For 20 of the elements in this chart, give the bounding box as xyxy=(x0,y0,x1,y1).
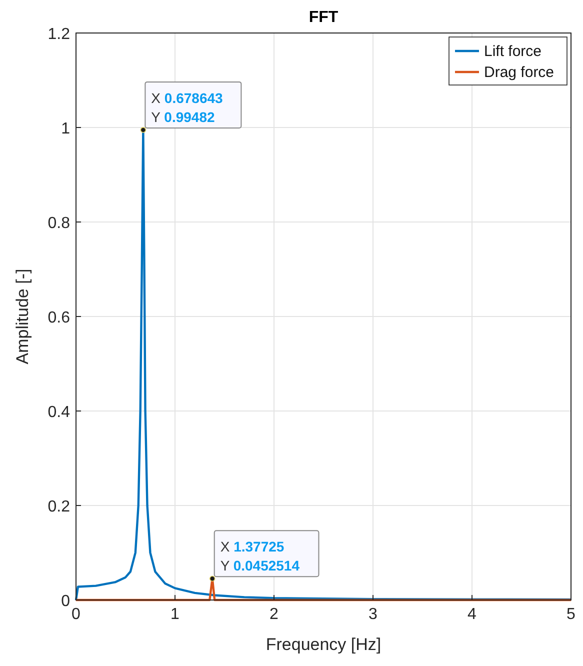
chart-title: FFT xyxy=(308,9,338,26)
x-tick-label: 3 xyxy=(368,606,378,623)
x-tick-label: 5 xyxy=(566,606,576,623)
y-tick-label: 0.2 xyxy=(48,498,70,516)
annotation: X 1.37725 Y 0.0452514 xyxy=(220,538,300,574)
x-tick-label: 1 xyxy=(170,606,180,623)
y-tick-label: 1 xyxy=(61,120,70,138)
x-tick-label: 4 xyxy=(468,606,477,623)
legend-label: Lift force xyxy=(484,43,542,60)
y-tick-label: 0.4 xyxy=(48,404,70,421)
x-tick-label: 0 xyxy=(72,606,81,623)
y-tick-label: 0 xyxy=(61,593,70,610)
x-tick-label: 2 xyxy=(270,606,279,623)
y-axis-title: Amplitude [-] xyxy=(13,268,32,364)
y-tick-label: 0.6 xyxy=(48,310,70,326)
y-tick-label: 0.8 xyxy=(48,215,70,232)
x-axis-title: Frequency [Hz] xyxy=(266,635,382,654)
legend-label: Drag force xyxy=(484,64,554,81)
annotation: X 0.678643 Y 0.99482 xyxy=(151,90,224,125)
y-tick-label: 1.2 xyxy=(48,26,70,43)
